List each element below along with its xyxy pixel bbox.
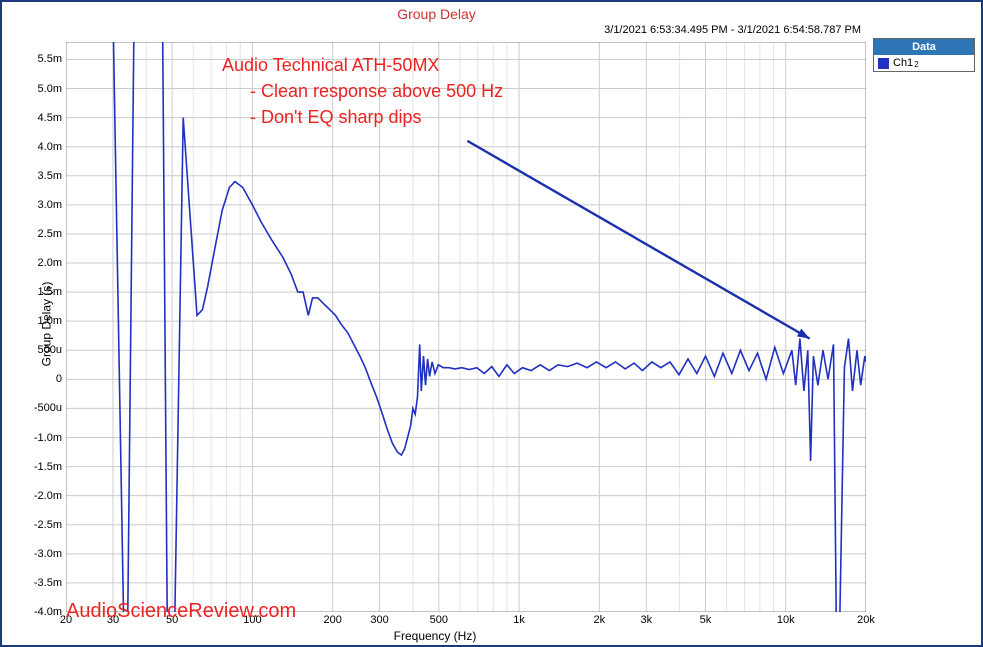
y-tick: -2.5m <box>34 519 62 531</box>
x-tick: 500 <box>430 614 448 626</box>
x-tick: 3k <box>640 614 652 626</box>
y-tick: -1.0m <box>34 432 62 444</box>
x-tick: 200 <box>323 614 341 626</box>
annotation: Audio Technical ATH-50MX - Clean respons… <box>222 52 503 130</box>
x-tick: 5k <box>700 614 712 626</box>
annotation-title: Audio Technical ATH-50MX <box>222 52 503 78</box>
y-tick: 2.0m <box>38 257 62 269</box>
legend-label: Ch1 <box>893 57 913 69</box>
y-tick: -2.0m <box>34 490 62 502</box>
x-tick: 10k <box>777 614 795 626</box>
y-tick: 0 <box>56 373 62 385</box>
legend-swatch <box>878 58 889 69</box>
legend-sub: 2 <box>914 60 918 69</box>
y-tick: 3.5m <box>38 170 62 182</box>
y-tick: 3.0m <box>38 199 62 211</box>
y-tick: -3.5m <box>34 577 62 589</box>
timestamp: 3/1/2021 6:53:34.495 PM - 3/1/2021 6:54:… <box>604 24 861 36</box>
y-tick: 4.0m <box>38 141 62 153</box>
annotation-line: - Clean response above 500 Hz <box>250 78 503 104</box>
annotation-line: - Don't EQ sharp dips <box>250 104 503 130</box>
x-tick: 1k <box>513 614 525 626</box>
y-axis-label: Group Delay (s) <box>39 281 53 366</box>
legend-item: Ch1 2 <box>874 55 974 71</box>
legend-panel: Data Ch1 2 <box>873 38 975 72</box>
x-tick: 20k <box>857 614 875 626</box>
y-tick: 5.0m <box>38 83 62 95</box>
y-tick: -500u <box>34 402 62 414</box>
y-tick: -4.0m <box>34 606 62 618</box>
y-tick: 4.5m <box>38 112 62 124</box>
y-tick: 5.5m <box>38 53 62 65</box>
chart-title: Group Delay <box>2 6 871 22</box>
legend-header: Data <box>874 39 974 55</box>
x-axis-label: Frequency (Hz) <box>2 629 868 643</box>
y-tick: -3.0m <box>34 548 62 560</box>
y-tick: 2.5m <box>38 228 62 240</box>
y-tick: -1.5m <box>34 461 62 473</box>
watermark: AudioScienceReview.com <box>66 600 296 623</box>
x-tick: 300 <box>370 614 388 626</box>
x-tick: 2k <box>594 614 606 626</box>
